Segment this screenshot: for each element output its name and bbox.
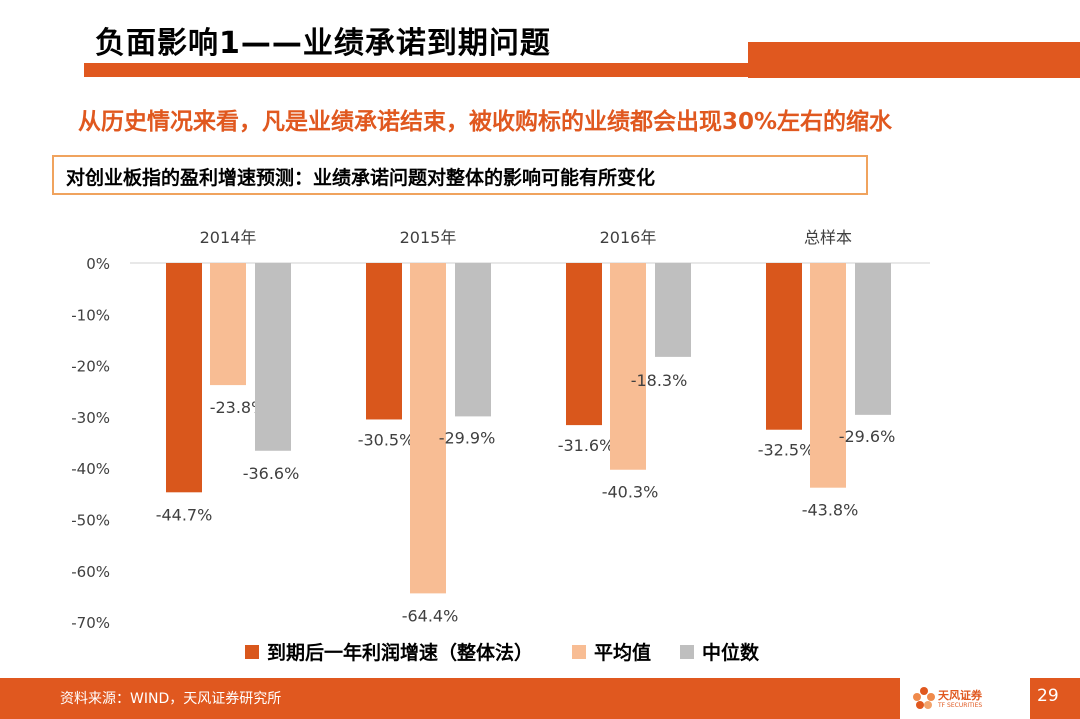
y-tick-label: -60% — [71, 563, 110, 581]
bar-1 — [566, 263, 602, 426]
bar-1 — [366, 263, 402, 420]
data-label: -23.8% — [210, 398, 267, 417]
x-category-label: 2015年 — [400, 228, 457, 247]
bar-3 — [855, 263, 891, 415]
data-label: -64.4% — [402, 606, 459, 625]
bar-2 — [810, 263, 846, 488]
bar-2 — [210, 263, 246, 386]
data-label: -31.6% — [558, 436, 615, 455]
bar-1 — [766, 263, 802, 430]
y-tick-label: -40% — [71, 460, 110, 478]
x-category-label: 总样本 — [804, 228, 852, 247]
bar-1 — [166, 263, 202, 493]
data-label: -44.7% — [156, 505, 213, 524]
bar-2 — [610, 263, 646, 470]
bar-3 — [655, 263, 691, 357]
y-tick-label: -20% — [71, 358, 110, 376]
y-tick-label: -10% — [71, 306, 110, 324]
legend-label: 到期后一年利润增速（整体法） — [267, 641, 533, 664]
logo-text: 天风证券 — [938, 689, 982, 702]
chart-title: 对创业板指的盈利增速预测：业绩承诺问题对整体的影响可能有所变化 — [66, 167, 656, 189]
y-tick-label: -30% — [71, 409, 110, 427]
logo-subtext: TF SECURITIES — [938, 702, 983, 709]
data-label: -29.6% — [839, 427, 896, 446]
data-label: -29.9% — [439, 428, 496, 447]
y-tick-label: -70% — [71, 614, 110, 632]
y-tick-label: 0% — [86, 255, 110, 273]
bar-3 — [455, 263, 491, 417]
legend-swatch-1 — [245, 645, 259, 659]
data-label: -40.3% — [602, 483, 659, 502]
legend-swatch-3 — [680, 645, 694, 659]
x-category-label: 2014年 — [200, 228, 257, 247]
y-tick-label: -50% — [71, 512, 110, 530]
bar-3 — [255, 263, 291, 451]
legend-swatch-2 — [572, 645, 586, 659]
logo-panel — [900, 678, 1030, 719]
x-category-label: 2016年 — [600, 228, 657, 247]
source-note: 资料来源：WIND，天风证券研究所 — [60, 691, 282, 707]
title-underline-bar — [84, 63, 1080, 77]
page-number: 29 — [1037, 686, 1059, 706]
flower-logo-icon — [913, 687, 935, 709]
page-title: 负面影响1——业绩承诺到期问题 — [95, 26, 551, 61]
chart-title-box: 对创业板指的盈利增速预测：业绩承诺问题对整体的影响可能有所变化 — [52, 155, 868, 195]
slide-subtitle: 从历史情况来看，凡是业绩承诺结束，被收购标的业绩都会出现30%左右的缩水 — [78, 109, 893, 135]
legend-label: 中位数 — [702, 641, 760, 664]
data-label: -18.3% — [631, 371, 688, 390]
footer-bar: 资料来源：WIND，天风证券研究所 天风证券 TF SECURITIES 29 — [0, 678, 1080, 719]
data-label: -30.5% — [358, 430, 415, 449]
legend-label: 平均值 — [594, 641, 651, 664]
bar-2 — [410, 263, 446, 594]
bar-chart: 0% -10% -20% -30% -40% -50% -60% -70% 2014年 2015年… — [71, 228, 930, 664]
data-label: -43.8% — [802, 501, 859, 520]
data-label: -32.5% — [758, 441, 815, 460]
data-label: -36.6% — [243, 464, 300, 483]
